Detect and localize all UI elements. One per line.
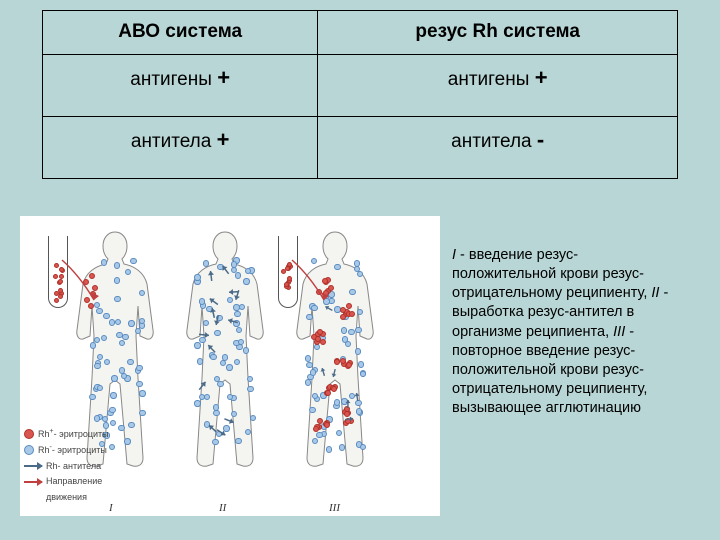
legend-arrow-icon [24, 481, 42, 483]
legend-item: Rh+- эритроциты [24, 427, 109, 442]
table-header-row: АВО система резус Rh система [43, 11, 678, 55]
antibody-arrow-icon [342, 411, 358, 427]
roman-label: I [109, 502, 113, 514]
table-row: антитела + антитела - [43, 117, 678, 179]
diagram-caption: I - введение резус-положительной крови р… [440, 216, 690, 526]
table-row: антигены + антигены + [43, 55, 678, 117]
legend-label: Rh+- эритроциты [38, 427, 109, 442]
legend-arrow-icon [24, 465, 42, 467]
flow-arrow [60, 256, 110, 316]
cell-rh-antigens: антигены + [318, 55, 678, 117]
antibody-arrow-icon [203, 266, 221, 284]
cell-rh-antibodies: антитела - [318, 117, 678, 179]
antibody-arrow-icon [340, 396, 354, 410]
flow-arrow [290, 256, 340, 316]
legend-item: движения [24, 491, 109, 505]
legend-item: Rh- антитела [24, 460, 109, 474]
antibody-arrow-icon [196, 326, 214, 344]
legend-label: Rh-- эритроциты [38, 443, 107, 458]
lower-region: IIIIIIRh+- эритроцитыRh-- эритроцитыRh- … [20, 216, 700, 526]
legend-label: Направление [46, 475, 102, 489]
header-abo: АВО система [43, 11, 318, 55]
legend-dot-icon [24, 445, 34, 455]
rh-diagram: IIIIIIRh+- эритроцитыRh-- эритроцитыRh- … [20, 216, 440, 516]
legend-label: Rh- антитела [46, 460, 101, 474]
legend-dot-icon [24, 429, 34, 439]
header-rh: резус Rh система [318, 11, 678, 55]
cell-abo-antibodies: антитела + [43, 117, 318, 179]
antibody-arrow-icon [203, 302, 222, 321]
diagram-legend: Rh+- эритроцитыRh-- эритроциты Rh- антите… [24, 427, 109, 507]
roman-label: III [329, 502, 340, 514]
legend-label: движения [46, 491, 87, 505]
legend-item: Направление [24, 475, 109, 489]
cell-abo-antigens: антигены + [43, 55, 318, 117]
legend-item: Rh-- эритроциты [24, 443, 109, 458]
roman-label: II [219, 502, 226, 514]
comparison-table: АВО система резус Rh система антигены + … [42, 10, 678, 179]
